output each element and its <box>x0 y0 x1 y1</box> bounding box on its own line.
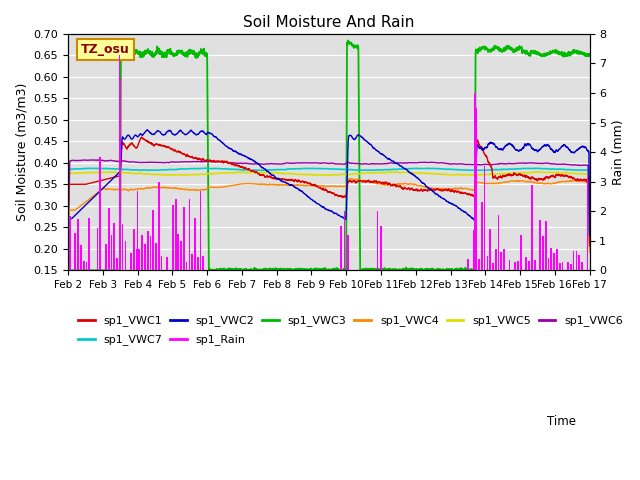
Text: TZ_osu: TZ_osu <box>81 43 130 56</box>
Bar <box>133 229 134 270</box>
Bar <box>548 258 549 270</box>
Bar <box>197 257 198 270</box>
Bar <box>122 224 124 270</box>
Bar <box>105 244 107 270</box>
Title: Soil Moisture And Rain: Soil Moisture And Rain <box>243 15 415 30</box>
Bar <box>166 257 168 270</box>
Bar <box>579 255 580 270</box>
Bar <box>86 262 87 270</box>
Bar <box>202 256 204 270</box>
Bar <box>177 234 179 270</box>
Bar <box>144 244 146 270</box>
Bar <box>515 262 516 270</box>
Bar <box>520 235 522 270</box>
Bar <box>200 191 202 270</box>
Bar <box>130 253 132 270</box>
Bar <box>376 211 378 270</box>
Bar <box>69 216 70 270</box>
Bar <box>158 182 159 270</box>
Bar <box>495 249 497 270</box>
Text: Time: Time <box>547 415 576 428</box>
Bar <box>573 251 575 270</box>
Bar <box>528 261 530 270</box>
Bar <box>553 253 555 270</box>
Y-axis label: Rain (mm): Rain (mm) <box>612 120 625 185</box>
Bar <box>137 191 138 270</box>
Bar <box>172 205 173 270</box>
Bar <box>490 229 491 270</box>
Bar <box>581 262 583 270</box>
Legend: sp1_VWC7, sp1_Rain: sp1_VWC7, sp1_Rain <box>74 330 250 350</box>
Bar <box>180 241 182 270</box>
Bar <box>194 218 196 270</box>
Bar <box>503 249 505 270</box>
Bar <box>189 199 190 270</box>
Bar <box>138 249 140 270</box>
Bar <box>141 235 143 270</box>
Bar <box>191 254 193 270</box>
Bar <box>575 251 577 270</box>
Bar <box>559 263 561 270</box>
Bar <box>186 262 188 270</box>
Bar <box>474 93 476 270</box>
Bar <box>570 264 572 270</box>
Bar <box>113 223 115 270</box>
Bar <box>88 217 90 270</box>
Bar <box>556 249 558 270</box>
Bar <box>531 185 533 270</box>
Bar <box>540 220 541 270</box>
Bar <box>74 233 76 270</box>
Bar <box>534 260 536 270</box>
Bar <box>183 207 185 270</box>
Bar <box>125 241 126 270</box>
Bar <box>509 260 511 270</box>
Bar <box>545 220 547 270</box>
Bar <box>542 236 544 270</box>
Bar <box>347 235 349 270</box>
Bar <box>467 259 468 270</box>
Bar <box>567 262 569 270</box>
Bar <box>136 249 138 270</box>
Bar <box>340 226 342 270</box>
Bar <box>498 215 499 270</box>
Bar <box>80 245 82 270</box>
Bar <box>478 259 480 270</box>
Bar <box>111 235 113 270</box>
Bar <box>152 210 154 270</box>
Bar <box>119 178 121 270</box>
Bar <box>77 219 79 270</box>
Bar <box>118 55 120 270</box>
Bar <box>97 228 99 270</box>
Bar <box>472 229 474 270</box>
Bar <box>587 179 588 270</box>
Bar <box>380 226 382 270</box>
Bar <box>550 248 552 270</box>
Bar <box>161 256 163 270</box>
Bar <box>175 199 177 270</box>
Bar <box>500 252 502 270</box>
Bar <box>525 257 527 270</box>
Bar <box>108 208 109 270</box>
Y-axis label: Soil Moisture (m3/m3): Soil Moisture (m3/m3) <box>15 83 28 221</box>
Bar <box>99 157 101 270</box>
Bar <box>481 202 483 270</box>
Bar <box>486 256 488 270</box>
Bar <box>344 211 346 270</box>
Bar <box>492 264 494 270</box>
Bar <box>116 258 118 270</box>
Bar <box>119 78 121 270</box>
Bar <box>150 236 151 270</box>
Bar <box>476 266 477 270</box>
Bar <box>531 246 532 270</box>
Bar <box>476 108 477 270</box>
Bar <box>155 243 157 270</box>
Bar <box>517 261 519 270</box>
Bar <box>562 262 563 270</box>
Bar <box>484 167 486 270</box>
Bar <box>147 231 148 270</box>
Bar <box>83 261 84 270</box>
